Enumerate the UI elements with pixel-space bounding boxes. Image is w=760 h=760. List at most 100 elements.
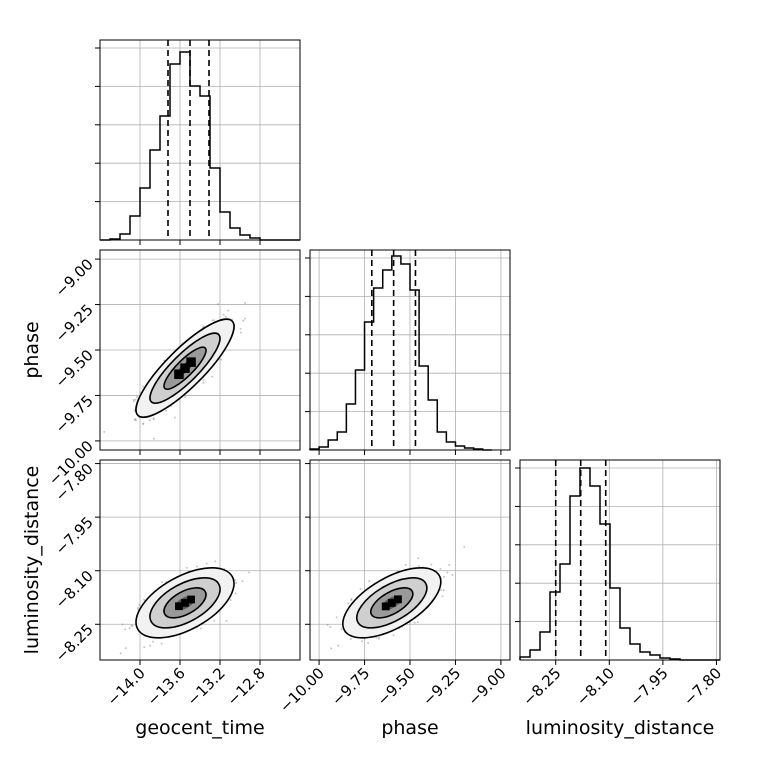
- sample-point: [442, 589, 445, 592]
- sample-point: [202, 379, 205, 382]
- sample-point: [134, 398, 137, 401]
- x-tick-label: −7.80: [680, 664, 725, 709]
- sample-point: [153, 437, 156, 440]
- sample-point: [243, 317, 246, 320]
- density-peak: [381, 602, 390, 611]
- sample-point: [149, 644, 152, 647]
- y-tick-label: −9.50: [52, 346, 97, 391]
- sample-point: [152, 418, 155, 421]
- sample-point: [335, 616, 338, 619]
- sample-point: [124, 628, 127, 631]
- density-peak: [180, 363, 190, 373]
- sample-point: [199, 627, 202, 630]
- x-tick-label: −9.25: [419, 664, 464, 709]
- sample-point: [152, 417, 155, 420]
- y-tick-label: −8.10: [52, 567, 97, 612]
- sample-point: [214, 560, 217, 563]
- panel-frame: [99, 39, 301, 241]
- sample-point: [404, 564, 407, 567]
- density-phase-luminosity_distance: [305, 459, 511, 665]
- sample-point: [128, 627, 131, 630]
- density-peak: [174, 369, 184, 380]
- sample-point: [375, 636, 378, 639]
- sample-point: [340, 628, 343, 631]
- density-geocent_time-luminosity_distance: [95, 459, 301, 665]
- sample-point: [185, 566, 188, 569]
- sample-point: [160, 642, 163, 645]
- y-tick-label: −8.25: [52, 620, 97, 665]
- panel-frame: [99, 249, 301, 451]
- sample-point: [418, 564, 421, 567]
- sample-point: [242, 319, 245, 322]
- sample-point: [416, 620, 419, 623]
- sample-point: [211, 375, 214, 378]
- sample-point: [229, 599, 232, 602]
- sample-point: [235, 581, 238, 584]
- sample-point: [143, 598, 146, 601]
- x-tick-label: −10.00: [276, 664, 328, 716]
- sample-point: [350, 599, 353, 602]
- sample-point: [439, 589, 442, 592]
- sample-point: [330, 647, 333, 650]
- hist-geocent_time: [95, 39, 301, 245]
- y-axis-label: luminosity_distance: [21, 466, 43, 655]
- sample-point: [161, 581, 164, 584]
- sample-point: [378, 636, 381, 639]
- sample-point: [119, 652, 122, 655]
- x-axis-label: geocent_time: [135, 717, 264, 739]
- sample-point: [413, 621, 416, 624]
- sample-point: [360, 640, 363, 643]
- density-peak: [186, 357, 196, 367]
- panel-frame: [99, 459, 301, 661]
- sample-point: [430, 563, 433, 566]
- sample-point: [227, 309, 230, 312]
- sample-point: [143, 646, 146, 649]
- x-tick-label: −7.95: [626, 664, 671, 709]
- y-tick-label: −9.00: [52, 255, 97, 300]
- sample-point: [152, 640, 155, 643]
- sample-point: [448, 563, 451, 566]
- density-peak: [393, 595, 402, 604]
- sample-point: [443, 575, 446, 578]
- sample-point: [202, 381, 205, 384]
- sample-point: [234, 592, 237, 595]
- sample-point: [142, 422, 145, 425]
- x-tick-label: −9.00: [465, 664, 510, 709]
- x-tick-label: −8.10: [573, 664, 618, 709]
- sample-point: [124, 647, 127, 650]
- sample-point: [142, 385, 145, 388]
- sample-point: [133, 400, 136, 403]
- sample-point: [224, 315, 227, 318]
- y-tick-label: −9.25: [52, 301, 97, 346]
- sample-point: [205, 562, 208, 565]
- sample-point: [121, 623, 124, 626]
- panel-frame: [309, 459, 511, 661]
- sample-point: [217, 302, 220, 305]
- y-tick-label: −9.75: [52, 392, 97, 437]
- x-tick-label: −13.2: [184, 664, 229, 709]
- density-geocent_time-phase: [95, 249, 301, 455]
- panel-frame: [309, 249, 511, 451]
- y-axis-label: phase: [21, 321, 43, 378]
- sample-point: [131, 625, 134, 628]
- sample-point: [367, 641, 370, 644]
- sample-point: [103, 430, 106, 433]
- sample-point: [463, 545, 466, 548]
- density-peak: [387, 598, 396, 607]
- x-tick-label: −9.75: [328, 664, 373, 709]
- sample-point: [222, 313, 225, 316]
- sample-point: [196, 565, 199, 568]
- sample-point: [329, 625, 332, 628]
- y-tick-label: −7.95: [52, 513, 97, 558]
- x-tick-label: −12.8: [224, 664, 269, 709]
- sample-point: [136, 396, 139, 399]
- sample-point: [377, 637, 380, 640]
- hist-luminosity_distance: [515, 459, 721, 665]
- histogram-step: [100, 51, 300, 241]
- sample-point: [368, 580, 371, 583]
- x-axis-label: phase: [381, 717, 438, 739]
- sample-point: [142, 423, 145, 426]
- sample-point: [347, 602, 350, 605]
- sample-point: [211, 319, 214, 322]
- sample-point: [134, 419, 137, 422]
